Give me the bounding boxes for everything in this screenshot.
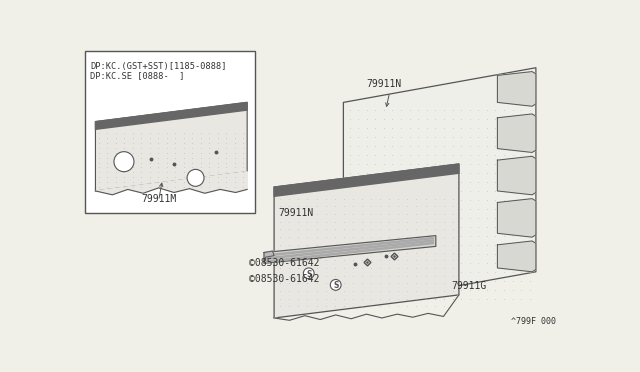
Polygon shape bbox=[497, 241, 536, 272]
Polygon shape bbox=[274, 164, 459, 196]
Polygon shape bbox=[274, 164, 459, 318]
Text: 79911M: 79911M bbox=[141, 195, 176, 205]
Text: S: S bbox=[333, 281, 339, 290]
Circle shape bbox=[330, 279, 341, 290]
Polygon shape bbox=[344, 68, 536, 307]
Circle shape bbox=[187, 169, 204, 186]
Bar bbox=[86, 51, 255, 212]
Text: S: S bbox=[306, 270, 312, 279]
Text: ©08530-61642: ©08530-61642 bbox=[250, 259, 320, 269]
Polygon shape bbox=[266, 243, 433, 262]
Polygon shape bbox=[497, 71, 536, 106]
Circle shape bbox=[303, 268, 314, 279]
Polygon shape bbox=[266, 240, 433, 259]
Polygon shape bbox=[95, 102, 247, 129]
Text: ^799F 000: ^799F 000 bbox=[511, 317, 556, 326]
Text: DP:KC.(GST+SST)[1185-0888]: DP:KC.(GST+SST)[1185-0888] bbox=[90, 62, 227, 71]
Polygon shape bbox=[266, 237, 433, 256]
Text: DP:KC.SE [0888-  ]: DP:KC.SE [0888- ] bbox=[90, 71, 184, 80]
Polygon shape bbox=[274, 295, 459, 331]
Text: 79911N: 79911N bbox=[278, 208, 313, 218]
Text: 79911G: 79911G bbox=[451, 281, 486, 291]
Text: ©08530-61642: ©08530-61642 bbox=[250, 274, 320, 284]
Polygon shape bbox=[497, 156, 536, 195]
Polygon shape bbox=[264, 251, 274, 263]
Polygon shape bbox=[264, 235, 436, 263]
Polygon shape bbox=[95, 102, 247, 191]
Polygon shape bbox=[497, 114, 536, 153]
Polygon shape bbox=[95, 172, 247, 195]
Polygon shape bbox=[497, 199, 536, 237]
Circle shape bbox=[114, 152, 134, 172]
Text: 79911N: 79911N bbox=[367, 79, 402, 89]
